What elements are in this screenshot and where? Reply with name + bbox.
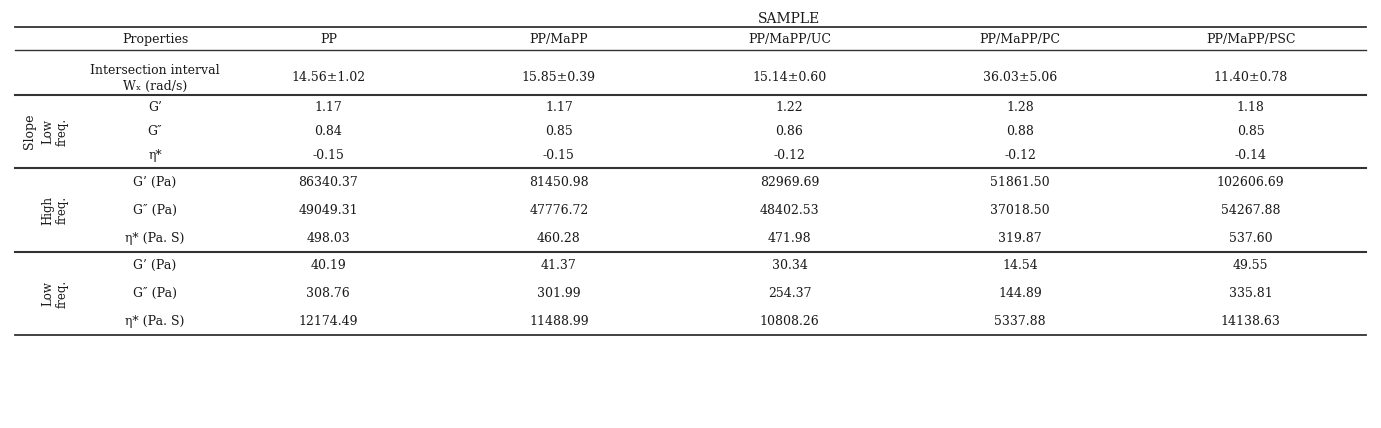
Text: 1.17: 1.17: [315, 101, 342, 114]
Text: 49049.31: 49049.31: [298, 203, 358, 217]
Text: 81450.98: 81450.98: [529, 175, 588, 188]
Text: Slope: Slope: [23, 114, 36, 149]
Text: -0.14: -0.14: [1235, 149, 1266, 162]
Text: 319.87: 319.87: [998, 232, 1041, 244]
Text: 0.85: 0.85: [1237, 125, 1265, 138]
Text: G″ (Pa): G″ (Pa): [133, 203, 177, 217]
Text: 14.56±1.02: 14.56±1.02: [291, 71, 366, 84]
Text: 48402.53: 48402.53: [760, 203, 819, 217]
Text: 14.54: 14.54: [1003, 259, 1039, 272]
Text: 41.37: 41.37: [541, 259, 577, 272]
Text: 1.17: 1.17: [545, 101, 573, 114]
Text: -0.15: -0.15: [543, 149, 574, 162]
Text: 51861.50: 51861.50: [990, 175, 1050, 188]
Text: 10808.26: 10808.26: [760, 315, 819, 328]
Text: 11.40±0.78: 11.40±0.78: [1214, 71, 1288, 84]
Text: -0.12: -0.12: [1004, 149, 1036, 162]
Text: 1.22: 1.22: [776, 101, 804, 114]
Text: 5337.88: 5337.88: [994, 315, 1045, 328]
Text: Wₓ (rad/s): Wₓ (rad/s): [123, 80, 186, 93]
Text: -0.15: -0.15: [312, 149, 344, 162]
Text: 0.88: 0.88: [1007, 125, 1034, 138]
Text: η* (Pa. S): η* (Pa. S): [126, 315, 185, 328]
Text: PP/MaPP/PC: PP/MaPP/PC: [979, 33, 1061, 46]
Text: 47776.72: 47776.72: [529, 203, 588, 217]
Text: 86340.37: 86340.37: [298, 175, 358, 188]
Text: PP: PP: [320, 33, 337, 46]
Text: 40.19: 40.19: [311, 259, 347, 272]
Text: -0.12: -0.12: [773, 149, 805, 162]
Text: 460.28: 460.28: [537, 232, 581, 244]
Text: 54267.88: 54267.88: [1221, 203, 1280, 217]
Text: 11488.99: 11488.99: [529, 315, 588, 328]
Text: Properties: Properties: [122, 33, 188, 46]
Text: 0.85: 0.85: [545, 125, 573, 138]
Text: η* (Pa. S): η* (Pa. S): [126, 232, 185, 244]
Text: SAMPLE: SAMPLE: [758, 12, 820, 26]
Text: 82969.69: 82969.69: [760, 175, 819, 188]
Text: High
freq.: High freq.: [41, 196, 69, 225]
Text: Low
freq.: Low freq.: [41, 117, 69, 146]
Text: PP/MaPP/PSC: PP/MaPP/PSC: [1206, 33, 1295, 46]
Text: G’ (Pa): G’ (Pa): [134, 175, 177, 188]
Text: 144.89: 144.89: [998, 287, 1043, 300]
Text: 1.18: 1.18: [1237, 101, 1265, 114]
Text: 102606.69: 102606.69: [1217, 175, 1284, 188]
Text: η*: η*: [148, 149, 162, 162]
Text: 498.03: 498.03: [307, 232, 351, 244]
Text: G’: G’: [148, 101, 162, 114]
Text: 471.98: 471.98: [768, 232, 811, 244]
Text: 1.28: 1.28: [1007, 101, 1034, 114]
Text: 308.76: 308.76: [307, 287, 351, 300]
Text: G″: G″: [148, 125, 163, 138]
Text: 36.03±5.06: 36.03±5.06: [983, 71, 1058, 84]
Text: G’ (Pa): G’ (Pa): [134, 259, 177, 272]
Text: PP/MaPP/UC: PP/MaPP/UC: [749, 33, 831, 46]
Text: 335.81: 335.81: [1229, 287, 1272, 300]
Text: 301.99: 301.99: [537, 287, 581, 300]
Text: 15.85±0.39: 15.85±0.39: [522, 71, 595, 84]
Text: 37018.50: 37018.50: [990, 203, 1050, 217]
Text: 537.60: 537.60: [1229, 232, 1272, 244]
Text: Low
freq.: Low freq.: [41, 279, 69, 308]
Text: 15.14±0.60: 15.14±0.60: [753, 71, 827, 84]
Text: 254.37: 254.37: [768, 287, 811, 300]
Text: 14138.63: 14138.63: [1221, 315, 1280, 328]
Text: 12174.49: 12174.49: [298, 315, 358, 328]
Text: 0.84: 0.84: [315, 125, 342, 138]
Text: 0.86: 0.86: [776, 125, 804, 138]
Text: PP/MaPP: PP/MaPP: [529, 33, 588, 46]
Text: 49.55: 49.55: [1233, 259, 1269, 272]
Text: Intersection interval: Intersection interval: [90, 64, 220, 77]
Text: 30.34: 30.34: [772, 259, 808, 272]
Text: G″ (Pa): G″ (Pa): [133, 287, 177, 300]
